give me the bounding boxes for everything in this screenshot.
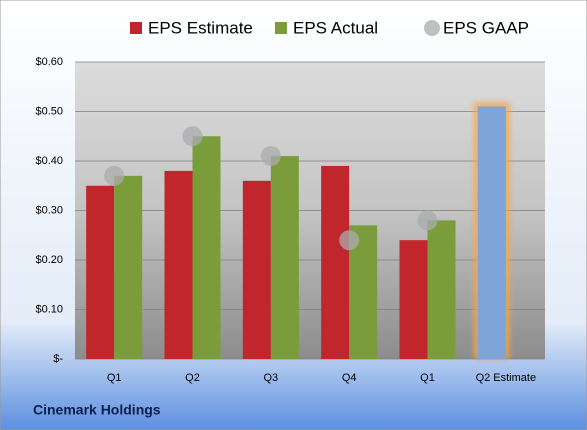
bar: [164, 170, 193, 359]
x-tick-label: Q2 Estimate: [476, 372, 537, 384]
y-tick-label: $-: [53, 353, 63, 365]
y-tick-label: $0.40: [35, 155, 63, 167]
y-tick-label: $0.60: [35, 56, 63, 68]
y-tick-label: $0.20: [35, 254, 63, 266]
legend-marker: [130, 22, 142, 34]
x-tick-label: Q2: [185, 372, 200, 384]
bar: [114, 175, 143, 359]
legend-label: EPS Estimate: [148, 18, 253, 37]
x-tick-label: Q1: [107, 372, 122, 384]
legend-label: EPS GAAP: [443, 18, 529, 37]
x-tick-label: Q1: [420, 372, 435, 384]
gaap-dot: [260, 146, 281, 167]
gaap-dot: [104, 165, 125, 186]
chart-title: Cinemark Holdings: [33, 402, 161, 418]
y-tick-label: $0.30: [35, 204, 63, 216]
x-tick-label: Q4: [342, 372, 357, 384]
legend-marker: [424, 20, 440, 36]
y-tick-label: $0.50: [35, 105, 63, 117]
bar: [270, 156, 299, 359]
legend-marker: [275, 22, 287, 34]
bar: [321, 165, 350, 359]
bar: [399, 240, 428, 359]
bar: [86, 185, 115, 359]
gaap-dot: [339, 230, 360, 251]
bar: [427, 220, 456, 359]
gaap-dot: [182, 126, 203, 147]
x-tick-label: Q3: [263, 372, 278, 384]
gaap-dot: [417, 210, 438, 231]
legend-label: EPS Actual: [293, 18, 378, 37]
bar: [192, 136, 221, 359]
y-tick-label: $0.10: [35, 303, 63, 315]
bar: [242, 180, 271, 359]
bar: [477, 106, 506, 359]
